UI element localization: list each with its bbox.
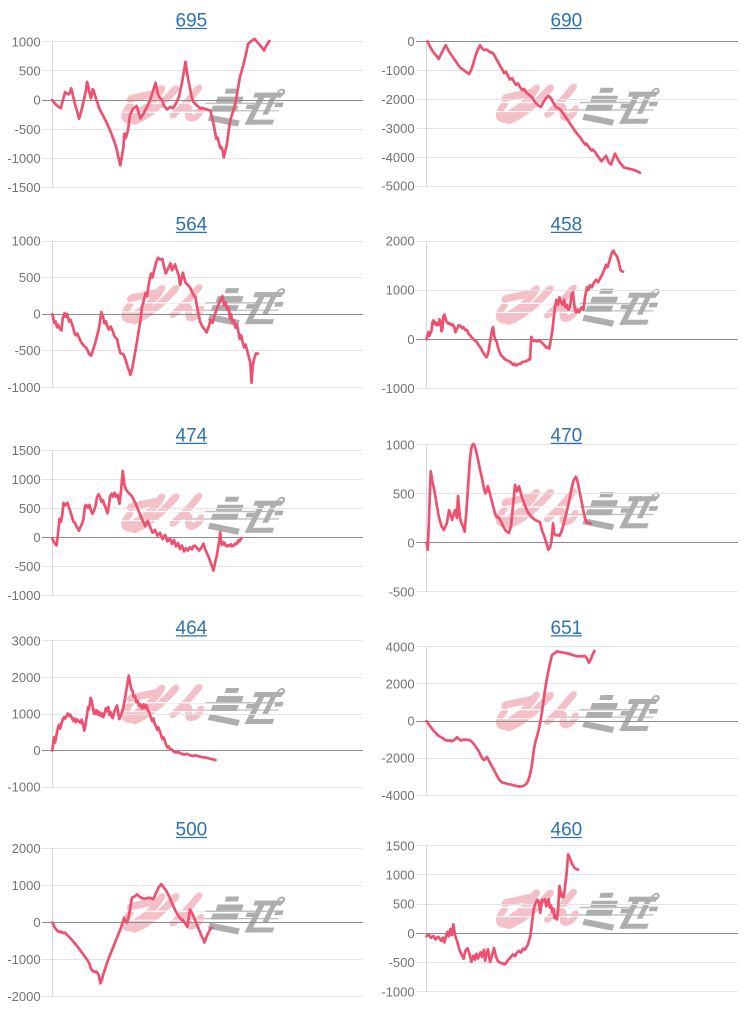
svg-text:500: 500 [176, 819, 208, 840]
svg-text:-500: -500 [389, 955, 415, 970]
svg-text:464: 464 [176, 618, 208, 639]
svg-text:-1000: -1000 [7, 952, 40, 967]
svg-text:0: 0 [407, 926, 414, 941]
svg-text:-1000: -1000 [7, 380, 40, 395]
svg-text:0: 0 [407, 34, 414, 49]
svg-text:0: 0 [33, 915, 40, 930]
svg-text:-2000: -2000 [381, 92, 414, 107]
svg-text:-1000: -1000 [381, 381, 414, 396]
svg-text:2000: 2000 [386, 677, 415, 692]
svg-text:0: 0 [33, 743, 40, 758]
svg-text:-1500: -1500 [7, 180, 40, 195]
svg-text:-2000: -2000 [381, 751, 414, 766]
svg-text:-1000: -1000 [381, 63, 414, 78]
svg-text:2000: 2000 [386, 234, 415, 249]
svg-text:474: 474 [176, 425, 208, 446]
svg-text:-5000: -5000 [381, 179, 414, 194]
svg-text:564: 564 [176, 214, 208, 235]
svg-text:-500: -500 [15, 122, 41, 137]
svg-text:1000: 1000 [386, 868, 415, 883]
svg-text:1500: 1500 [12, 443, 41, 458]
svg-text:-1000: -1000 [7, 151, 40, 166]
svg-text:500: 500 [393, 486, 415, 501]
svg-text:0: 0 [407, 535, 414, 550]
svg-text:1000: 1000 [12, 878, 41, 893]
svg-text:0: 0 [33, 307, 40, 322]
svg-text:0: 0 [407, 714, 414, 729]
svg-text:0: 0 [33, 93, 40, 108]
svg-text:651: 651 [551, 618, 583, 639]
svg-text:1000: 1000 [386, 437, 415, 452]
svg-text:500: 500 [19, 64, 41, 79]
svg-text:500: 500 [19, 270, 41, 285]
svg-text:3000: 3000 [12, 634, 41, 649]
svg-text:458: 458 [551, 214, 583, 235]
svg-text:4000: 4000 [386, 639, 415, 654]
svg-text:1000: 1000 [12, 234, 41, 249]
svg-text:1000: 1000 [386, 283, 415, 298]
svg-text:1000: 1000 [12, 707, 41, 722]
svg-text:2000: 2000 [12, 670, 41, 685]
svg-text:-500: -500 [15, 559, 41, 574]
svg-text:460: 460 [551, 819, 583, 840]
svg-text:1000: 1000 [12, 472, 41, 487]
svg-text:500: 500 [393, 897, 415, 912]
svg-text:-3000: -3000 [381, 121, 414, 136]
svg-text:0: 0 [33, 530, 40, 545]
svg-text:695: 695 [176, 10, 208, 31]
svg-text:-500: -500 [389, 584, 415, 599]
svg-text:690: 690 [551, 10, 583, 31]
svg-text:1500: 1500 [386, 838, 415, 853]
svg-text:2000: 2000 [12, 841, 41, 856]
svg-text:-4000: -4000 [381, 150, 414, 165]
svg-text:-4000: -4000 [381, 788, 414, 803]
svg-text:-1000: -1000 [7, 780, 40, 795]
svg-text:-1000: -1000 [7, 588, 40, 603]
svg-text:-500: -500 [15, 343, 41, 358]
svg-text:-1000: -1000 [381, 984, 414, 999]
svg-text:0: 0 [407, 332, 414, 347]
svg-text:470: 470 [551, 425, 583, 446]
svg-text:500: 500 [19, 501, 41, 516]
svg-text:1000: 1000 [12, 34, 41, 49]
svg-text:-2000: -2000 [7, 989, 40, 1004]
